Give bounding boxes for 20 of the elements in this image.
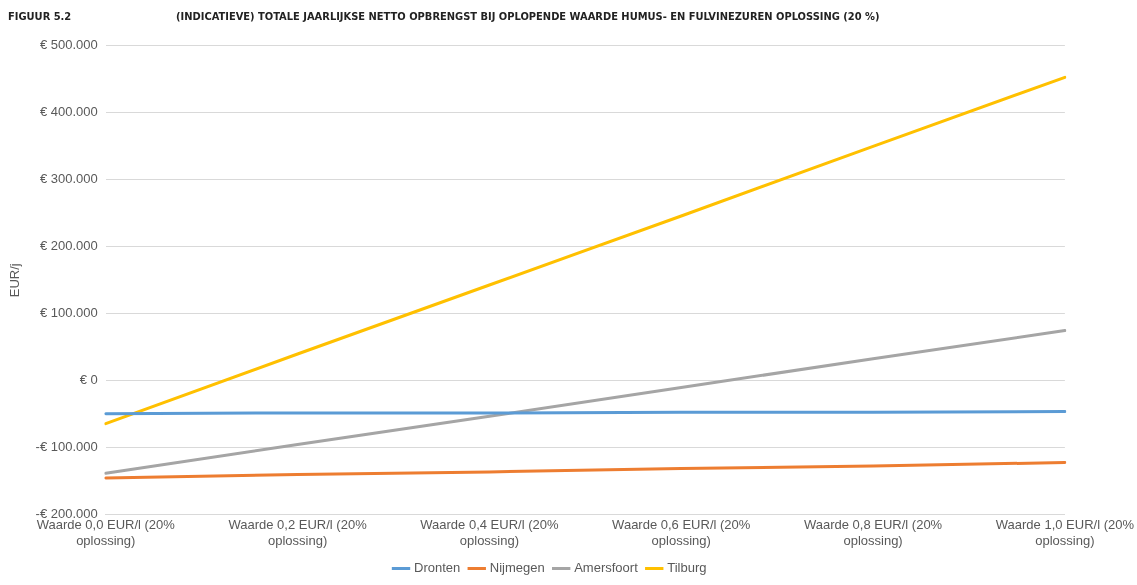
x-tick-label: Waarde 0,4 EUR/l (20% oplossing) xyxy=(420,517,559,548)
x-tick-label: Waarde 0,2 EUR/l (20% oplossing) xyxy=(228,517,368,548)
legend-label: Amersfoort xyxy=(574,560,639,576)
x-tick-label: Waarde 0,6 EUR/l (20% oplossing) xyxy=(612,517,751,548)
text: FIGUUR 5.2 xyxy=(8,10,72,23)
y-tick-label: € 100.000 xyxy=(39,305,98,321)
y-tick-label: € 400.000 xyxy=(39,104,98,120)
legend-label: Nijmegen xyxy=(489,560,545,576)
y-tick-label: € 300.000 xyxy=(39,171,98,187)
y-tick-label: -€ 100.000 xyxy=(35,439,98,455)
x-tick-label: Waarde 0,8 EUR/l (20% oplossing) xyxy=(803,517,943,548)
chart-title: (INDICATIEVE) TOTALE JAARLIJKSE NETTO OPBRENGST BIJ OPLOPENDE WAARDE HUMUS- EN FULVINEZUREN OPLOSSING (20 %) xyxy=(176,10,880,23)
y-tick-label: € 200.000 xyxy=(39,238,98,254)
x-tick-label: Waarde 0,0 EUR/l (20% oplossing) xyxy=(36,517,176,548)
legend-label: Dronten xyxy=(414,560,461,576)
y-axis-title: EUR/j xyxy=(7,263,23,298)
y-tick-label: € 500.000 xyxy=(39,37,98,53)
x-tick-label: Waarde 1,0 EUR/l (20% oplossing) xyxy=(995,517,1135,548)
legend-label: Tilburg xyxy=(667,560,707,576)
y-tick-label: € 0 xyxy=(79,372,98,388)
